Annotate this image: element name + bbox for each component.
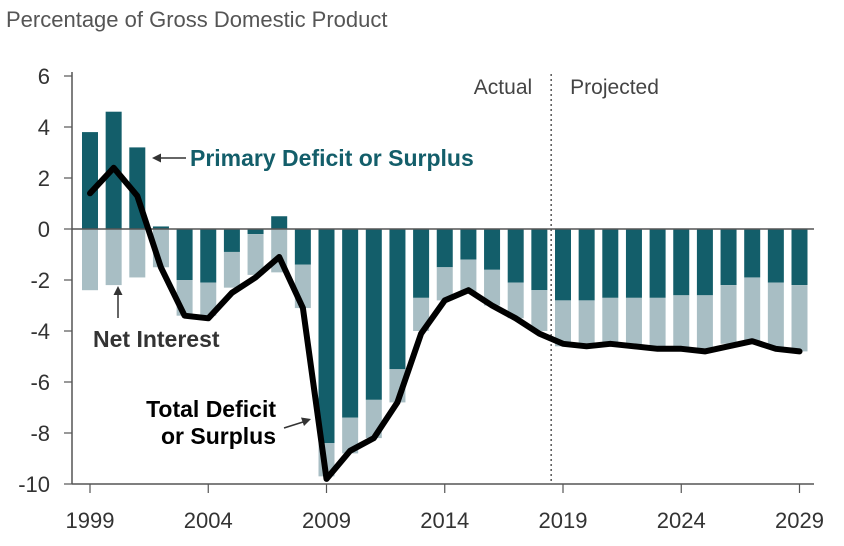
net-interest-bar	[129, 229, 146, 278]
axes	[71, 72, 814, 485]
primary-bar	[460, 229, 477, 260]
primary-bar	[720, 229, 737, 286]
total-label-line2: or Surplus	[161, 423, 276, 449]
primary-bar	[649, 229, 666, 298]
primary-bar	[507, 229, 524, 283]
net-interest-bar	[105, 229, 122, 286]
primary-bar	[318, 229, 335, 444]
x-tick-label: 2009	[302, 508, 351, 533]
net-interest-bar	[649, 297, 666, 349]
total-arrow	[283, 421, 304, 429]
net-interest-bar	[625, 297, 642, 347]
y-tick-label: -2	[30, 268, 50, 293]
primary-bar	[484, 229, 501, 270]
primary-bar	[436, 229, 453, 268]
total-deficit-line	[87, 164, 803, 482]
primary-bar	[82, 132, 98, 229]
x-tick-label: 2029	[775, 508, 824, 533]
y-tick-label: 0	[38, 217, 50, 242]
primary-bar	[578, 229, 595, 301]
net-interest-bar	[342, 417, 359, 454]
x-tick-label: 2024	[657, 508, 706, 533]
region-label-actual: Actual	[474, 76, 532, 99]
net-interest-arrowhead	[113, 286, 123, 295]
primary-bar	[791, 229, 808, 286]
primary-bar	[176, 229, 193, 280]
primary-bar	[365, 229, 382, 400]
primary-bar	[625, 229, 642, 298]
y-tick-label: -8	[30, 421, 50, 446]
y-tick-label: 6	[38, 64, 50, 89]
y-tick-label: -6	[30, 370, 50, 395]
net-interest-bar	[744, 277, 761, 342]
net-interest-bar	[673, 295, 690, 349]
primary-bar	[223, 229, 240, 252]
net-interest-bar	[200, 282, 217, 316]
net-interest-bar	[247, 234, 264, 275]
primary-bar	[673, 229, 690, 296]
net-interest-bar	[507, 282, 524, 319]
chart-title: Percentage of Gross Domestic Product	[6, 7, 388, 32]
total-label-line1: Total Deficit	[146, 396, 276, 422]
net-interest-bar	[460, 259, 477, 293]
net-interest-bar	[720, 285, 737, 344]
primary-bar	[413, 229, 430, 298]
primary-bar	[696, 229, 713, 296]
net-interest-bar	[696, 295, 713, 352]
net-interest-label: Net Interest	[93, 326, 220, 352]
primary-bar	[152, 226, 169, 229]
primary-bar	[531, 229, 548, 291]
primary-bar	[342, 229, 359, 418]
annotations: Primary Deficit or Surplus Net Interest …	[93, 145, 474, 449]
y-tick-label: 4	[38, 115, 50, 140]
net-interest-bar	[602, 297, 619, 344]
x-tick-label: 2019	[539, 508, 588, 533]
x-tick-label: 1999	[66, 508, 115, 533]
net-interest-bar	[413, 297, 430, 331]
primary-bar	[294, 229, 311, 265]
net-interest-bar	[484, 269, 501, 306]
primary-bar	[389, 229, 406, 370]
region-markers: Actual Projected	[474, 74, 659, 484]
x-tick-label: 2014	[420, 508, 469, 533]
net-interest-bar	[791, 285, 808, 352]
y-tick-label: -10	[18, 472, 50, 497]
primary-arrowhead	[152, 153, 161, 163]
primary-bar	[602, 229, 619, 298]
y-tick-label: -4	[30, 319, 50, 344]
y-tick-label: 2	[38, 166, 50, 191]
net-interest-bar	[223, 251, 240, 288]
net-interest-bar	[555, 300, 571, 347]
net-interest-bar	[436, 267, 453, 301]
primary-label: Primary Deficit or Surplus	[190, 145, 474, 171]
region-label-projected: Projected	[570, 76, 659, 99]
primary-bar	[767, 229, 784, 283]
net-interest-bar	[767, 282, 784, 349]
total-arrowhead	[301, 417, 311, 426]
y-axis: 6 4 2 0 -2 -4 -6 -8 -10	[18, 64, 72, 497]
net-interest-bar	[578, 300, 595, 347]
x-tick-label: 2004	[184, 508, 233, 533]
x-axis: 1999 2004 2009 2014 2019 2024 2029	[66, 484, 824, 533]
primary-bar	[247, 229, 264, 235]
net-interest-bar	[82, 229, 98, 291]
net-interest-bar	[531, 290, 548, 331]
primary-bar	[555, 229, 571, 301]
primary-bar	[271, 216, 288, 229]
primary-bar	[744, 229, 761, 278]
primary-bar	[200, 229, 217, 283]
